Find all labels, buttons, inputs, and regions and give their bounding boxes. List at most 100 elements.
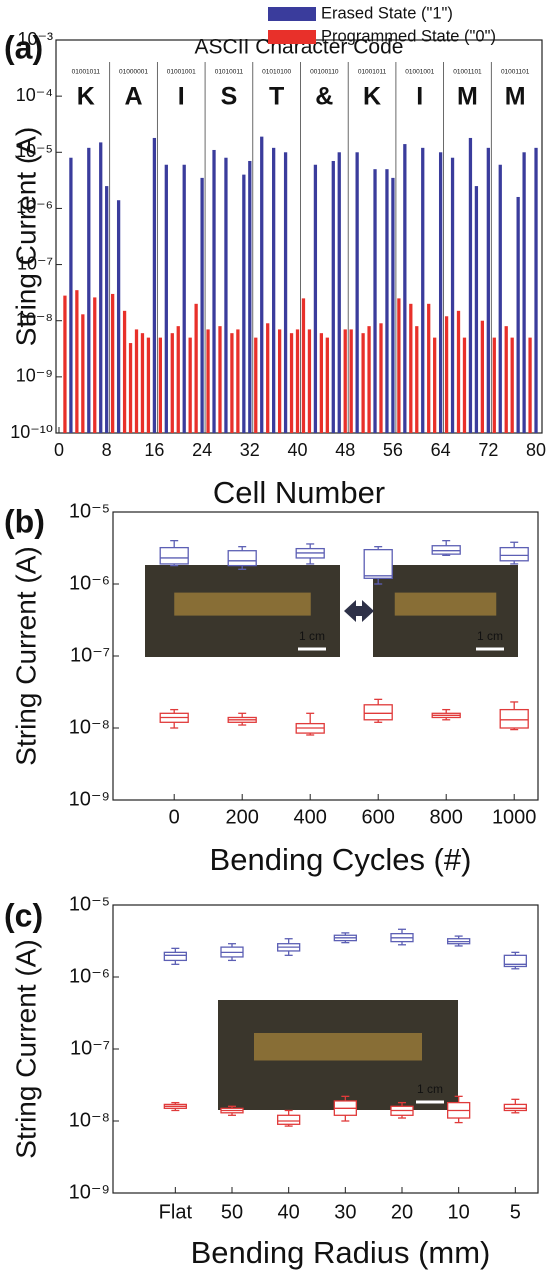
character: K [363, 83, 381, 111]
code: 01001011 [72, 69, 101, 76]
character: & [315, 83, 333, 111]
y-tick-label: 10⁻⁹ [69, 1181, 110, 1203]
code: 01001001 [405, 69, 434, 76]
bar [152, 137, 157, 433]
bar [212, 149, 216, 434]
bar [272, 147, 276, 433]
bar [349, 329, 353, 433]
photo-detail [394, 592, 497, 616]
scale-label: 1 cm [477, 629, 503, 643]
bar [295, 329, 300, 433]
code: 01000001 [119, 69, 148, 76]
bar [146, 337, 151, 433]
box [499, 546, 529, 562]
code: 01010011 [215, 69, 244, 76]
photo-detail [174, 592, 311, 616]
bar [277, 329, 282, 433]
bar [122, 310, 127, 433]
box [363, 548, 393, 579]
character: M [457, 83, 478, 111]
bar [486, 147, 490, 433]
bar [403, 144, 407, 433]
x-tick-label: 600 [362, 806, 395, 828]
bar [331, 160, 335, 433]
y-tick-label: 10⁻⁵ [16, 141, 53, 161]
bar [468, 137, 473, 433]
legend-label: Erased State ("1") [321, 4, 453, 22]
x-tick-label: 72 [478, 440, 498, 460]
y-tick-label: 10⁻⁹ [69, 788, 110, 810]
bar [134, 329, 139, 433]
x-tick-label: 10 [448, 1201, 470, 1223]
bar [510, 337, 514, 433]
y-tick-label: 10⁻⁸ [69, 716, 110, 738]
bar [260, 136, 264, 434]
bar [230, 333, 234, 433]
y-tick-label: 10⁻⁶ [69, 572, 110, 594]
bar [289, 333, 294, 433]
photo-detail [254, 1033, 422, 1061]
x-tick-label: 0 [169, 806, 180, 828]
character: M [505, 83, 526, 111]
bar [450, 157, 455, 434]
y-tick-label: 10⁻⁵ [69, 893, 110, 915]
x-tick-label: 80 [526, 440, 546, 460]
chart-title: ASCII Character Code [195, 36, 404, 59]
bar [164, 164, 168, 433]
code: 00100110 [310, 69, 339, 76]
code: 01001101 [501, 69, 530, 76]
bar [63, 295, 67, 433]
box [159, 546, 189, 565]
bar [361, 333, 365, 433]
x-tick-label: Flat [159, 1201, 193, 1223]
y-tick-label: 10⁻¹⁰ [10, 422, 53, 442]
bar [283, 152, 288, 434]
y-tick-label: 10⁻⁷ [70, 1037, 110, 1059]
bar [301, 298, 306, 433]
bar [93, 297, 97, 433]
x-tick-label: 56 [383, 440, 403, 460]
legend-label: Programmed State ("0") [321, 27, 496, 45]
code: 01001101 [453, 69, 482, 76]
double-arrow [344, 600, 374, 622]
bar [69, 157, 73, 434]
y-tick-label: 10⁻⁹ [16, 366, 53, 386]
bar [313, 164, 318, 433]
bar [480, 320, 485, 433]
bar [87, 147, 91, 433]
code: 01001011 [358, 69, 387, 76]
bar [474, 186, 479, 433]
x-tick-label: 400 [294, 806, 327, 828]
box [503, 954, 527, 968]
bar [498, 164, 502, 433]
bar [444, 316, 449, 433]
bar [421, 147, 425, 433]
x-tick-label: 64 [431, 440, 451, 460]
y-tick-label: 10⁻⁸ [16, 309, 53, 329]
x-tick-label: 1000 [492, 806, 537, 828]
bar [248, 160, 252, 433]
bar [218, 326, 222, 433]
bar [415, 326, 419, 433]
code: 01010100 [262, 69, 291, 76]
bar [438, 152, 443, 434]
x-tick-label: 200 [226, 806, 259, 828]
x-tick-label: 800 [430, 806, 463, 828]
scale-label: 1 cm [299, 629, 325, 643]
bar [409, 303, 413, 433]
bar [427, 303, 431, 433]
legend-swatch [268, 30, 316, 44]
panel-label: (c) [4, 897, 43, 933]
bar [75, 290, 79, 433]
character: S [221, 83, 238, 111]
bar [337, 152, 341, 434]
bar [128, 343, 133, 433]
bar [266, 323, 270, 433]
bar [534, 147, 538, 433]
x-tick-label: 48 [335, 440, 355, 460]
bar [206, 329, 210, 433]
bar [492, 337, 496, 433]
character: K [77, 83, 95, 111]
bar [182, 164, 186, 433]
